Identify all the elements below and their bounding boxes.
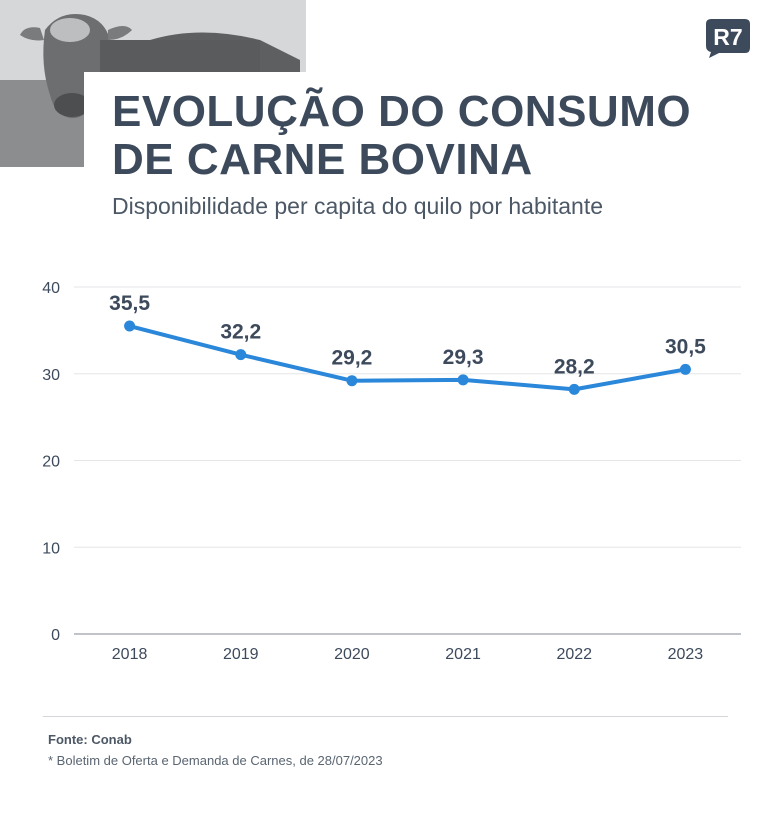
data-point <box>124 320 136 332</box>
subtitle: Disponibilidade per capita do quilo por … <box>112 193 604 219</box>
x-tick-label: 2021 <box>445 646 481 663</box>
x-tick-label: 2018 <box>112 646 148 663</box>
data-labels: 35,5 32,2 29,2 29,3 28,2 30,5 <box>109 292 706 378</box>
footnote-text: * Boletim de Oferta e Demanda de Carnes,… <box>48 753 383 768</box>
x-tick-label: 2022 <box>556 646 592 663</box>
title-panel <box>84 72 771 182</box>
data-point <box>457 374 469 386</box>
title-line-1: EVOLUÇÃO DO CONSUMO <box>112 87 692 136</box>
title-line-2: DE CARNE BOVINA <box>112 135 533 184</box>
data-label: 30,5 <box>665 335 706 358</box>
source-text: Fonte: Conab <box>48 732 132 747</box>
x-tick-label: 2023 <box>668 646 704 663</box>
footer-divider <box>43 716 728 717</box>
y-tick-label: 40 <box>42 280 60 297</box>
logo-text: R7 <box>713 24 742 50</box>
data-label: 35,5 <box>109 292 150 315</box>
x-tick-label: 2020 <box>334 646 370 663</box>
y-tick-label: 10 <box>42 540 60 557</box>
data-label: 28,2 <box>554 355 595 378</box>
grid-lines <box>74 286 741 635</box>
y-tick-label: 0 <box>51 627 60 644</box>
y-tick-label: 20 <box>42 454 60 471</box>
x-axis-ticks: 2018 2019 2020 2021 2022 2023 <box>112 646 704 663</box>
y-tick-label: 30 <box>42 367 60 384</box>
data-label: 32,2 <box>220 321 261 344</box>
data-point <box>568 383 580 395</box>
page-title: EVOLUÇÃO DO CONSUMO DE CARNE BOVINA <box>112 88 752 184</box>
data-label: 29,3 <box>443 346 484 369</box>
r7-logo: R7 <box>705 18 751 58</box>
data-label: 29,2 <box>331 347 372 370</box>
data-point <box>346 375 358 387</box>
y-axis-ticks: 0 10 20 30 40 <box>42 280 60 644</box>
data-point <box>679 363 691 375</box>
series-line <box>127 324 688 392</box>
data-point <box>235 349 247 361</box>
data-points <box>124 320 691 395</box>
x-tick-label: 2019 <box>223 646 259 663</box>
